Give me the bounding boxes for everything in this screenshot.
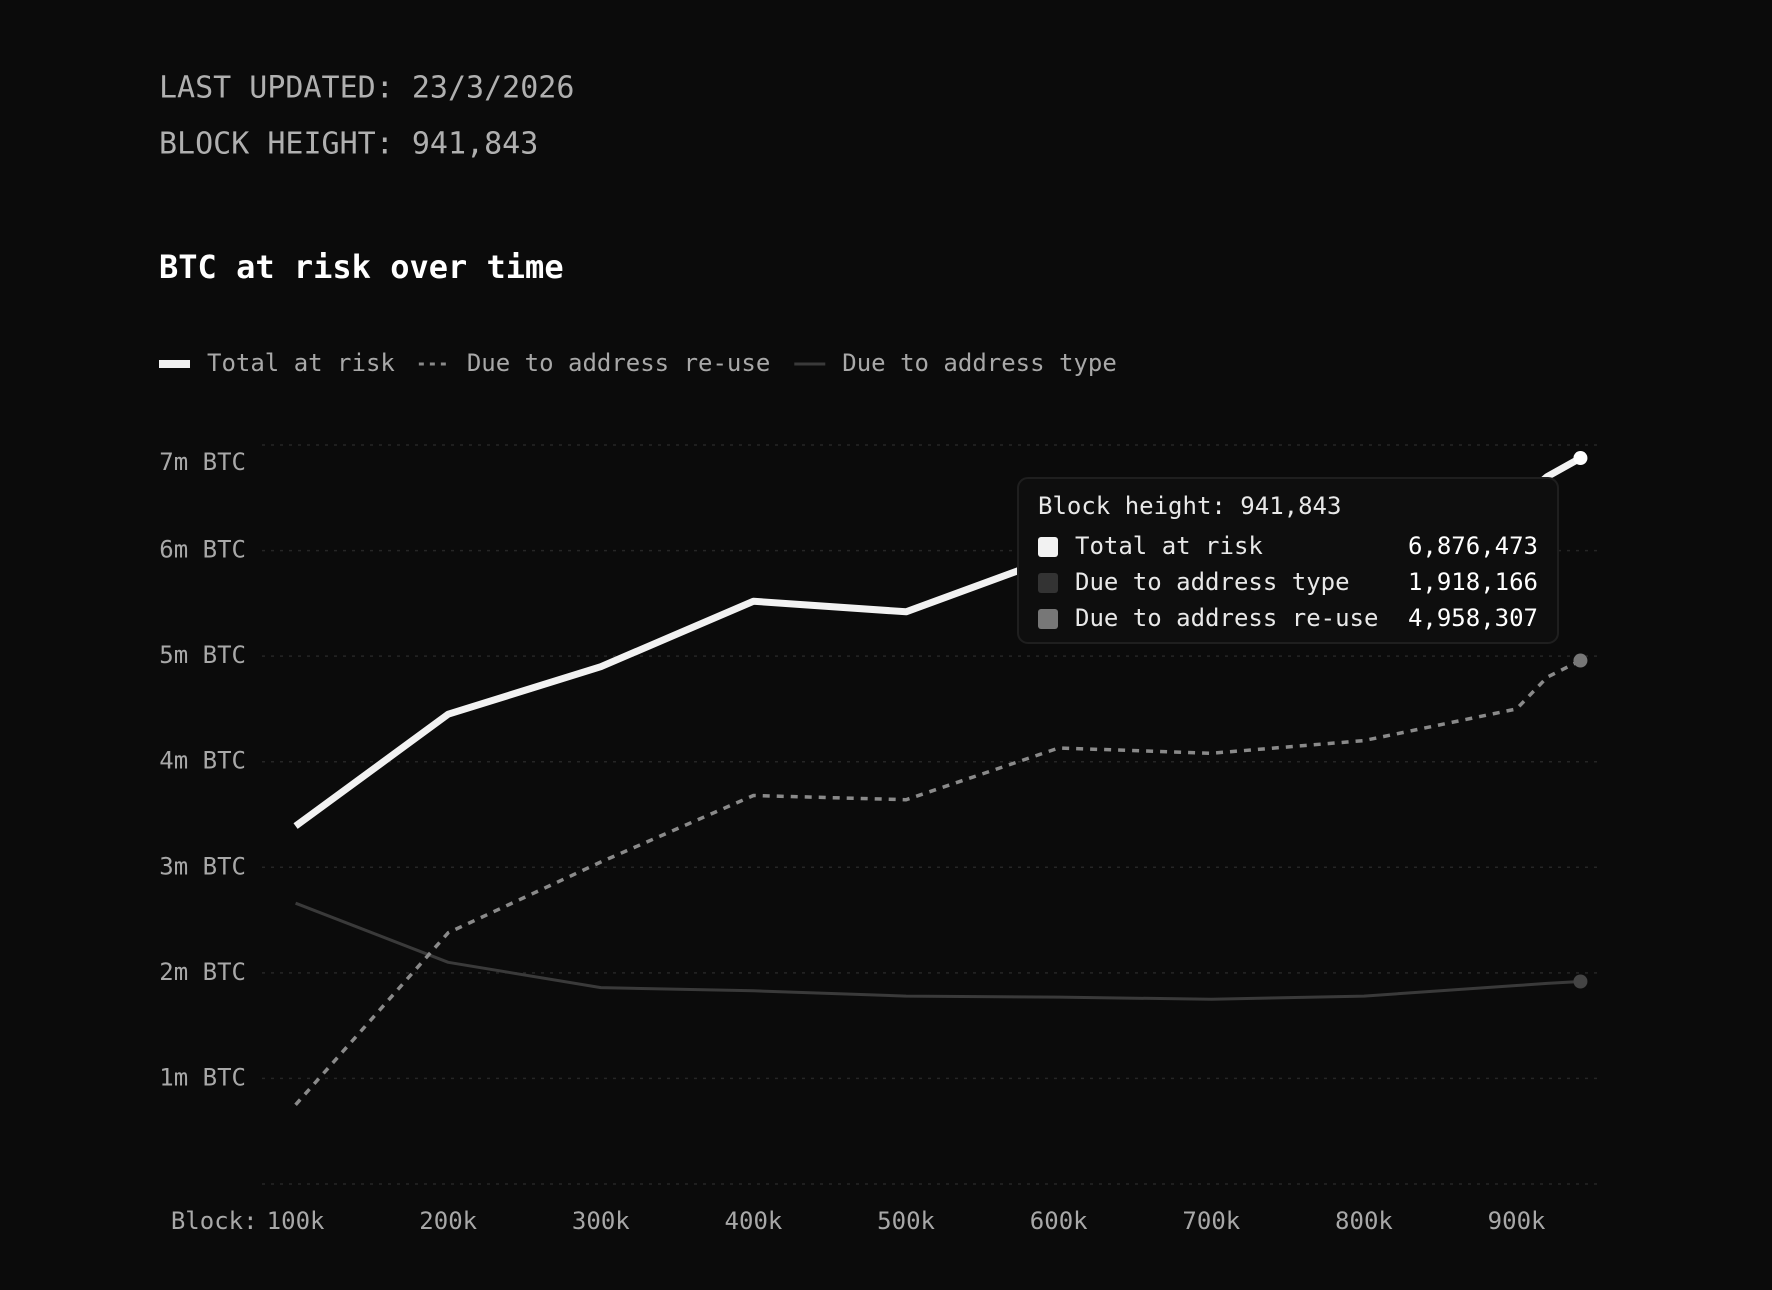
x-tick-label: 900k xyxy=(1488,1207,1546,1235)
legend: Total at risk Due to address re-use Due to… xyxy=(159,349,1117,377)
tooltip-title: Block height: 941,843 xyxy=(1038,492,1341,520)
tooltip-value: 6,876,473 xyxy=(1408,532,1538,560)
y-tick-label: 1m BTC xyxy=(159,1063,246,1091)
tooltip-swatch xyxy=(1038,609,1058,629)
x-tick-label: 800k xyxy=(1335,1207,1393,1235)
y-tick-label: 7m BTC xyxy=(159,448,246,476)
y-tick-label: 4m BTC xyxy=(159,747,246,775)
chart-title: BTC at risk over time xyxy=(159,248,564,286)
grid: 1m BTC 2m BTC 3m BTC 4m BTC 5m BTC 6m BTC 7m B… xyxy=(159,444,1599,1235)
tooltip-value: 4,958,307 xyxy=(1408,604,1538,632)
y-tick-label: 3m BTC xyxy=(159,852,246,880)
tooltip-value: 1,918,166 xyxy=(1408,568,1538,596)
x-tick-label: 600k xyxy=(1030,1207,1088,1235)
end-point xyxy=(1573,974,1588,989)
legend-label: Due to address type xyxy=(842,349,1117,377)
block-height: BLOCK HEIGHT: 941,843 xyxy=(159,127,538,162)
y-tick-label: 6m BTC xyxy=(159,536,246,564)
x-tick-label: 200k xyxy=(419,1207,477,1235)
end-point xyxy=(1573,653,1588,668)
tooltip-name: Total at risk xyxy=(1075,532,1263,560)
tooltip-name: Due to address type xyxy=(1075,568,1350,596)
tooltip-swatch xyxy=(1038,573,1058,593)
series-line xyxy=(295,901,1581,1001)
x-tick-label: 500k xyxy=(877,1207,935,1235)
legend-label: Due to address re-use xyxy=(467,349,770,377)
y-tick-label: 2m BTC xyxy=(159,958,246,986)
legend-label: Total at risk xyxy=(207,349,395,377)
tooltip: Block height: 941,843 Total at risk 6,876,… xyxy=(1017,477,1559,644)
x-axis-label: Block: xyxy=(171,1207,258,1235)
x-tick-label: 400k xyxy=(725,1207,783,1235)
y-tick-label: 5m BTC xyxy=(159,641,246,669)
tooltip-name: Due to address re-use xyxy=(1075,604,1378,632)
x-tick-label: 300k xyxy=(572,1207,630,1235)
x-tick-label: 100k xyxy=(267,1207,325,1235)
tooltip-box xyxy=(1017,477,1559,644)
end-point xyxy=(1573,451,1588,466)
series-line xyxy=(294,658,1582,1106)
tooltip-swatch xyxy=(1038,537,1058,557)
x-tick-label: 700k xyxy=(1182,1207,1240,1235)
last-updated: LAST UPDATED: 23/3/2026 xyxy=(159,71,574,106)
